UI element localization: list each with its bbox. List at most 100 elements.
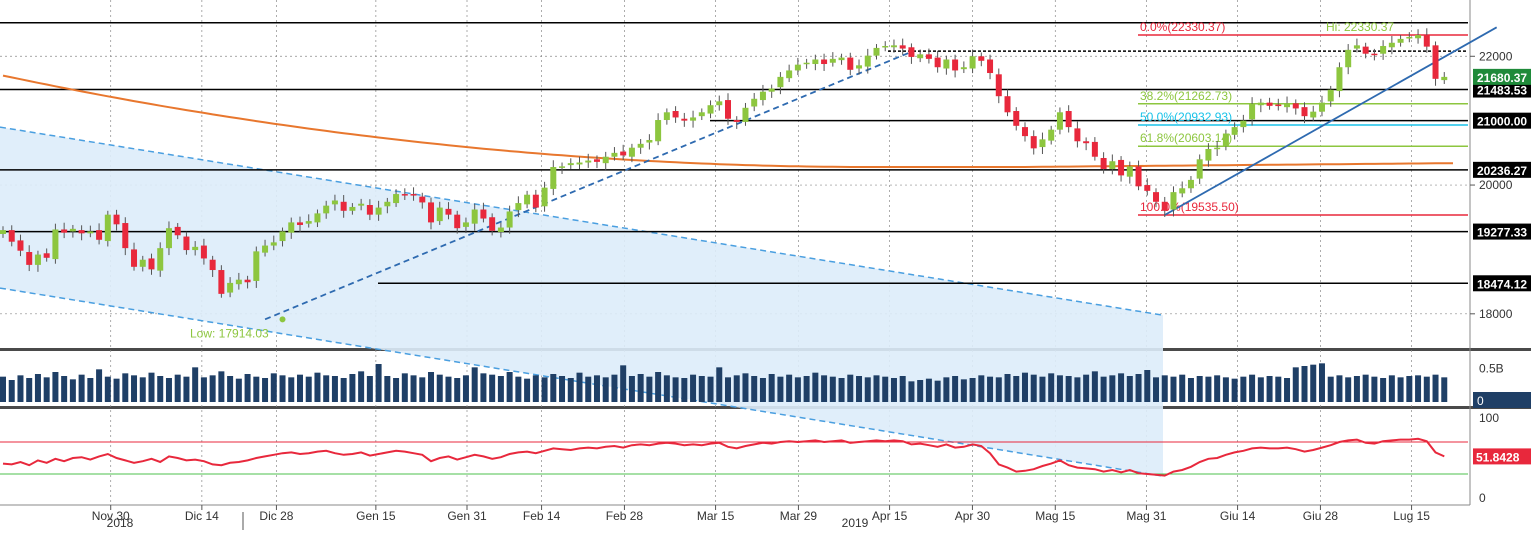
candle-body [602, 156, 609, 164]
volume-bar [489, 374, 496, 402]
volume-bar [1345, 377, 1352, 402]
volume-bar [751, 376, 758, 402]
time-tick-label: Dic 28 [259, 509, 293, 523]
volume-bar [1118, 373, 1125, 402]
candle-body [1187, 179, 1194, 189]
volume-bar [690, 374, 697, 402]
volume-bar [960, 379, 967, 402]
volume-last-tag [1473, 392, 1531, 408]
volume-bar [1415, 375, 1422, 402]
candle-body [899, 45, 906, 49]
volume-bar [1406, 376, 1413, 402]
candle-body [1004, 96, 1011, 113]
volume-bar [541, 377, 548, 402]
candle-body [384, 201, 391, 207]
candle-body [1292, 103, 1299, 109]
volume-bar [235, 378, 242, 402]
volume-bar [1362, 374, 1369, 402]
candle-body [978, 56, 985, 61]
candle-body [122, 223, 129, 249]
candle-body [593, 159, 600, 162]
volume-bar [96, 369, 103, 402]
year-label: 2019 [842, 516, 869, 530]
candle-body [1310, 111, 1317, 118]
volume-bar [1371, 376, 1378, 402]
rsi-axis-label: 100 [1479, 411, 1499, 425]
volume-bar [244, 374, 251, 402]
candle-body [113, 214, 120, 225]
fib-level-label: 61.8%(20603.14) [1140, 131, 1232, 145]
candle-body [78, 230, 85, 234]
candle-body [436, 207, 443, 222]
candle-body [1275, 104, 1282, 107]
candle-body [1153, 192, 1160, 202]
candle-body [969, 56, 976, 69]
volume-bar [1135, 374, 1142, 402]
candle-body [567, 163, 574, 166]
trendlines [264, 26, 1498, 321]
candle-body [987, 59, 994, 74]
time-tick-label: Feb 28 [606, 509, 644, 523]
volume-bar [122, 373, 129, 402]
volume-bar [1310, 364, 1317, 402]
volume-bar [847, 374, 854, 402]
candle-body [716, 101, 723, 106]
volume-bar [104, 376, 111, 402]
volume-bar [1327, 376, 1334, 402]
candle-body [882, 45, 889, 48]
time-tick-label: Mag 15 [1035, 509, 1075, 523]
volume-bar [358, 371, 365, 402]
candle-body [1039, 139, 1046, 148]
candle-body [183, 236, 190, 251]
candle-body [358, 203, 365, 206]
candle-body [235, 279, 242, 285]
candle-body [1074, 128, 1081, 142]
fib-level-label: 38.2%(21262.73) [1140, 89, 1232, 103]
volume-bar [576, 372, 583, 402]
candle-body [681, 118, 688, 121]
candle-body [1406, 36, 1413, 39]
level-tag [1473, 81, 1531, 98]
candle-body [541, 187, 548, 207]
candle-body [497, 227, 504, 233]
candle-body [34, 254, 41, 265]
candle-body [428, 202, 435, 223]
level-label: 18474.12 [1477, 277, 1527, 291]
candle-body [366, 205, 373, 215]
volume-bar [934, 380, 941, 402]
candle-body [646, 139, 653, 143]
volume-bar [61, 376, 68, 402]
price-tick-label: 22000 [1479, 49, 1513, 63]
volume-bar [148, 372, 155, 402]
candle-body [165, 228, 172, 249]
candle-body [794, 64, 801, 71]
candle-body [838, 57, 845, 61]
candle-body [585, 160, 592, 163]
volume-bar [716, 367, 723, 402]
volume-bar [1266, 376, 1273, 402]
candle-body [69, 228, 76, 232]
time-tick-label: Dic 14 [185, 509, 219, 523]
price-tick-label: 18000 [1479, 307, 1513, 321]
candle-body [157, 248, 164, 271]
horizontal-levels [0, 22, 1468, 285]
candle-body [506, 211, 513, 228]
volume-bar [1074, 377, 1081, 402]
volume-bar [515, 376, 522, 402]
candle-body [995, 74, 1002, 97]
candle-body [786, 70, 793, 79]
rsi-panel: 100 0 51.8428 [0, 411, 1531, 505]
volume-bar [401, 373, 408, 402]
volume-bar [637, 374, 644, 402]
candle-body [349, 206, 356, 211]
year-label: 2018 [107, 516, 134, 530]
volume-bar [1083, 374, 1090, 402]
volume-bar [366, 376, 373, 402]
volume-bar [1161, 375, 1168, 402]
volume-bar [567, 378, 574, 402]
candle-body [1380, 45, 1387, 54]
volume-bar [952, 376, 959, 402]
candle-body [253, 251, 260, 281]
candle-body [1231, 127, 1238, 135]
